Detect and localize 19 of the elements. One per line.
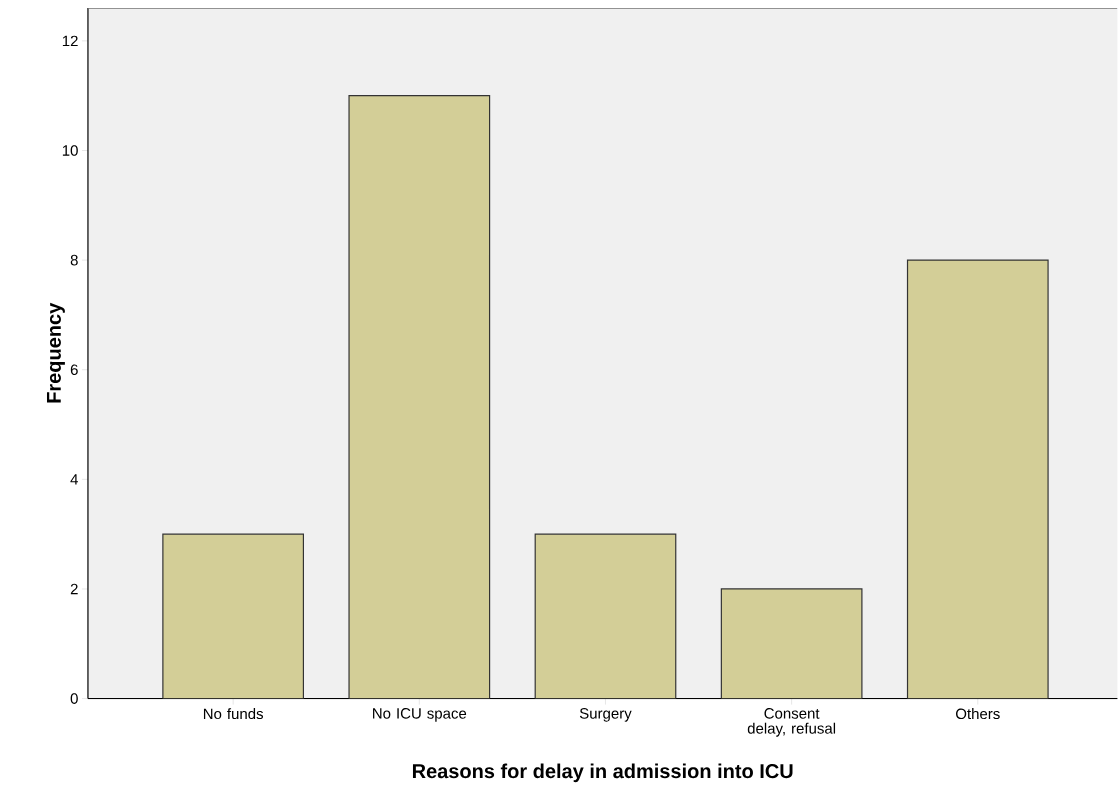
y-tick-label: 10 (62, 145, 78, 157)
x-tick-label: Consent delay, refusal (747, 708, 836, 737)
bar (162, 533, 305, 699)
bar (906, 259, 1049, 699)
x-axis-title: Reasons for delay in admission into ICU (412, 763, 793, 783)
x-tick-label: No ICU space (373, 708, 467, 722)
x-tick-label: Surgery (579, 708, 632, 722)
y-tick-label: 2 (70, 583, 78, 595)
y-tick-label: 0 (70, 693, 78, 705)
bar (720, 588, 863, 699)
x-tick-label: Others (956, 708, 1000, 720)
y-tick-label: 6 (70, 364, 78, 376)
y-tick-label: 8 (70, 255, 78, 266)
y-tick-label: 12 (62, 35, 78, 47)
y-axis-title: Frequency (46, 303, 65, 403)
y-tick-label: 4 (70, 474, 78, 485)
x-tick-label: No funds (203, 708, 264, 720)
bar (534, 533, 677, 699)
bar (348, 95, 491, 699)
